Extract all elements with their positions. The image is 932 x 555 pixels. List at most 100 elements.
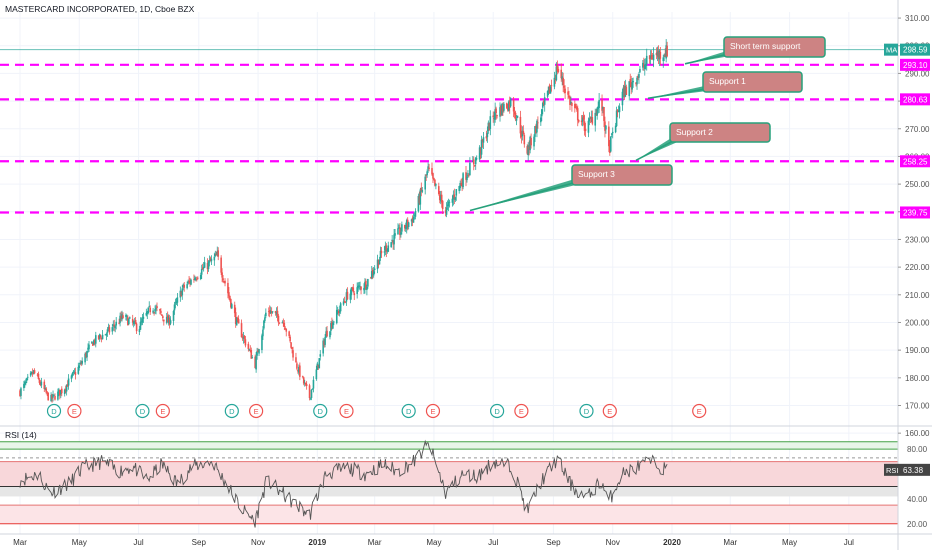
candle-body (529, 136, 531, 151)
candle-body (84, 353, 86, 363)
time-tick-label: Sep (546, 538, 561, 547)
candle-body (630, 82, 632, 88)
candle-body (92, 342, 94, 346)
dividend-marker[interactable] (313, 403, 328, 419)
candle-body (595, 114, 598, 116)
candle-body (421, 190, 424, 192)
candle-body (506, 107, 509, 111)
candle-body (108, 327, 111, 333)
candle-body (563, 85, 565, 88)
rsi-tick-label: 80.00 (907, 445, 928, 454)
candle-body (467, 174, 469, 176)
dividend-marker[interactable] (46, 403, 62, 419)
earnings-marker[interactable] (692, 403, 707, 419)
candle-body (30, 372, 33, 374)
candle-body (639, 68, 641, 73)
candle-body (500, 105, 502, 116)
candle-body (190, 279, 192, 285)
earnings-marker[interactable] (425, 403, 441, 419)
candle-body (159, 309, 161, 311)
candle-body (554, 79, 557, 80)
candle-body (453, 194, 456, 199)
candle-body (393, 234, 395, 245)
candle-body (632, 80, 634, 83)
candle-body (485, 136, 488, 139)
candle-body (617, 110, 620, 112)
candle-body (213, 256, 216, 261)
candle-body (237, 319, 240, 324)
candle-body (295, 357, 297, 363)
ma-name-tag (884, 43, 898, 56)
candle-body (163, 319, 165, 322)
candle-body (70, 375, 73, 379)
candle-body (420, 187, 423, 191)
candle-body (346, 291, 349, 300)
candle-body (615, 110, 618, 127)
candle-body (173, 304, 176, 311)
candle-body (87, 347, 89, 350)
earnings-marker[interactable] (602, 403, 617, 419)
candle-body (385, 245, 388, 252)
earnings-marker[interactable] (67, 403, 82, 419)
candle-body (316, 363, 319, 370)
candle-body (241, 337, 244, 339)
candle-body (602, 106, 604, 110)
callout-label: Support 2 (676, 127, 713, 137)
candle-body (523, 135, 526, 145)
candle-body (26, 378, 28, 381)
candle-body (543, 97, 546, 105)
candle-body (597, 106, 599, 110)
support-price-tag (900, 93, 930, 106)
earnings-marker[interactable] (514, 403, 529, 419)
candle-body (556, 64, 559, 72)
candle-body (29, 372, 32, 376)
candle-body (101, 334, 104, 340)
candle-body (111, 327, 114, 332)
callout-label: Support 1 (709, 76, 746, 86)
callout-box[interactable] (669, 122, 771, 143)
candle-body (59, 389, 61, 396)
dividend-marker[interactable] (135, 403, 150, 419)
candle-body (37, 373, 40, 379)
earnings-marker[interactable] (249, 403, 264, 419)
callout-box[interactable] (702, 71, 803, 93)
candle-body (72, 371, 75, 373)
candle-body (85, 353, 87, 358)
rsi-title: RSI (14) (5, 430, 37, 440)
candle-body (611, 131, 614, 134)
candle-body (623, 85, 626, 98)
dividend-marker[interactable] (579, 403, 594, 419)
candle-body (100, 337, 103, 340)
callout-box[interactable] (571, 164, 673, 186)
candle-body (493, 118, 495, 120)
candle-body (384, 245, 387, 251)
support-price-label: 280.63 (903, 95, 928, 104)
chart-title: MASTERCARD INCORPORATED, 1D, Cboe BZX (5, 4, 195, 14)
candle-body (530, 137, 532, 146)
candle-body (618, 106, 621, 113)
dividend-marker[interactable] (489, 403, 505, 419)
dividend-marker[interactable] (224, 403, 239, 419)
candle-body (323, 340, 325, 346)
candle-body (302, 377, 305, 384)
candle-body (472, 160, 474, 163)
candle-body (290, 342, 292, 348)
candle-body (377, 259, 380, 266)
support-price-tag (900, 206, 930, 219)
candle-body (581, 117, 584, 122)
candle-body (448, 201, 451, 203)
candle-body (621, 91, 624, 106)
candle-body (220, 257, 222, 273)
candle-body (642, 62, 644, 68)
callout-box[interactable] (723, 36, 826, 58)
candle-body (533, 136, 535, 147)
dividend-marker[interactable] (401, 403, 416, 419)
candle-body (616, 109, 619, 113)
earnings-marker[interactable] (339, 403, 354, 419)
price-tick-label: 270.00 (905, 125, 930, 134)
earnings-marker[interactable] (155, 403, 170, 419)
time-tick-label: May (426, 538, 441, 547)
event-marker-label: D (51, 407, 57, 416)
